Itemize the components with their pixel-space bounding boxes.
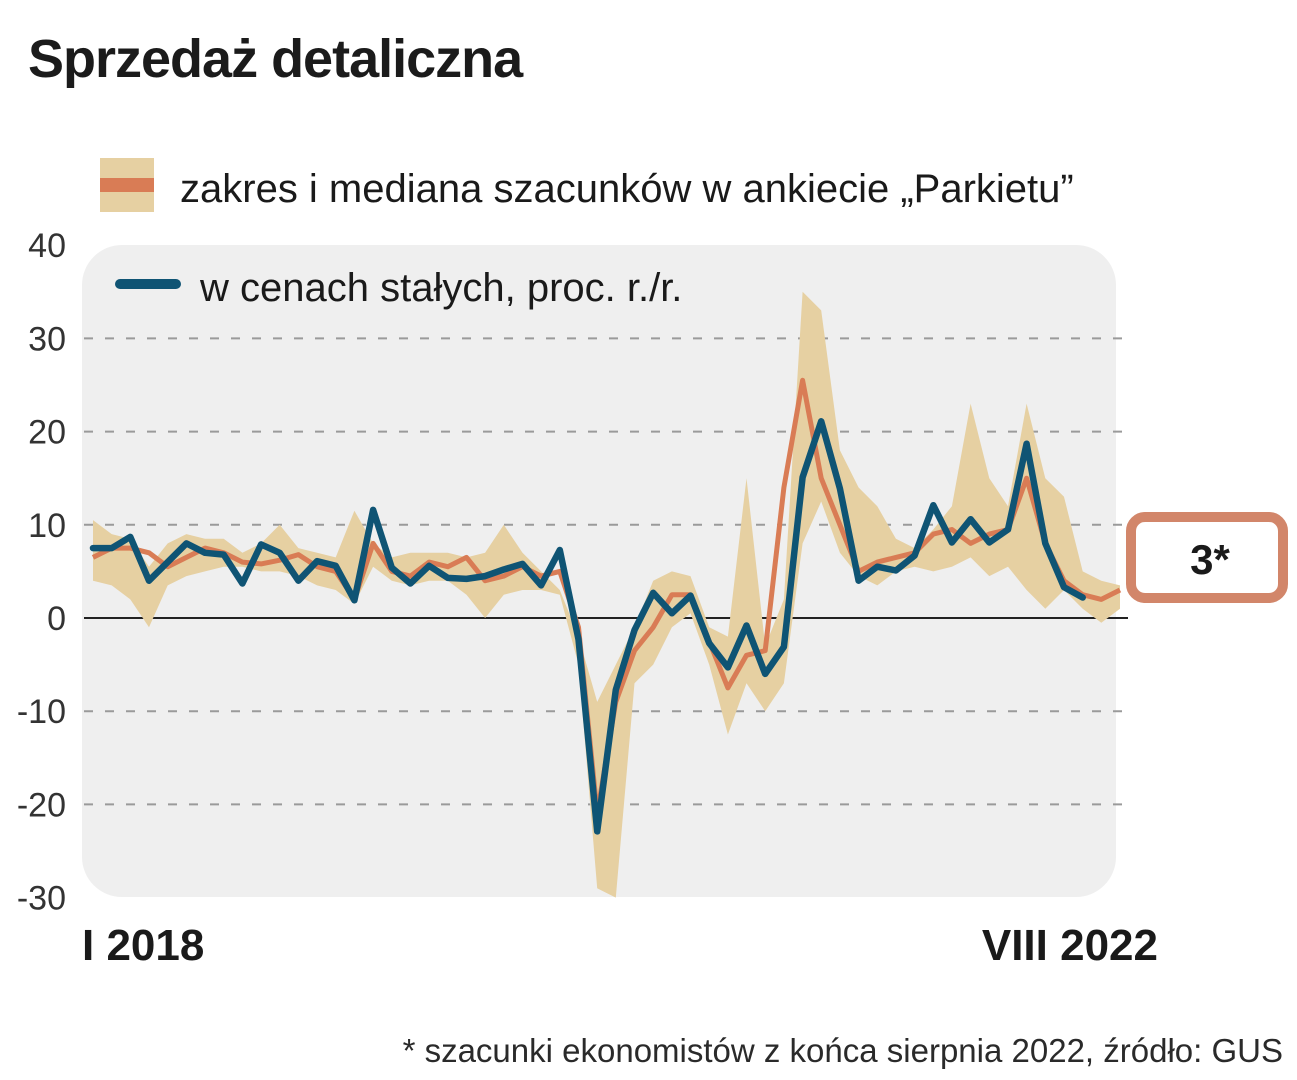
actual-point xyxy=(146,578,152,584)
actual-point xyxy=(818,418,824,424)
footnote-source: * szacunki ekonomistów z końca sierpnia … xyxy=(402,1032,1283,1069)
actual-point xyxy=(482,573,488,579)
x-start-label: I 2018 xyxy=(82,921,204,970)
y-tick-label: -20 xyxy=(17,786,66,824)
actual-point xyxy=(165,559,171,565)
forecast-callout: 3* xyxy=(1126,512,1288,603)
actual-point xyxy=(669,610,675,616)
actual-point xyxy=(781,644,787,650)
actual-point xyxy=(986,540,992,546)
actual-point xyxy=(706,640,712,646)
actual-point xyxy=(575,636,581,642)
actual-point xyxy=(501,567,507,573)
actual-point xyxy=(109,545,115,551)
actual-point xyxy=(407,581,413,587)
actual-point xyxy=(463,576,469,582)
y-axis-ticks: 40 30 20 10 0 -10 -20 -30 xyxy=(17,227,66,917)
actual-sales-line xyxy=(89,418,1086,835)
actual-point xyxy=(688,593,694,599)
x-end-label: VIII 2022 xyxy=(982,921,1158,970)
actual-point xyxy=(1061,584,1067,590)
chart-svg: 40 30 20 10 0 -10 -20 -30 zakres i mediana szac… xyxy=(17,158,1288,970)
actual-point xyxy=(594,828,600,834)
actual-point xyxy=(258,541,264,547)
y-tick-label: 40 xyxy=(28,227,66,265)
actual-point xyxy=(127,534,133,540)
actual-point xyxy=(1042,540,1048,546)
actual-point xyxy=(874,564,880,570)
actual-polyline xyxy=(89,418,1086,835)
chart-title: Sprzedaż detaliczna xyxy=(28,29,523,89)
legend-range-label: zakres i mediana szacunków w ankiecie „P… xyxy=(180,167,1074,211)
callout-value: 3* xyxy=(1190,536,1230,583)
actual-point xyxy=(762,671,768,677)
actual-point xyxy=(183,540,189,546)
actual-point xyxy=(893,567,899,573)
actual-point xyxy=(333,563,339,569)
y-tick-label: 10 xyxy=(28,507,66,545)
y-tick-label: -30 xyxy=(17,880,66,918)
actual-point xyxy=(202,550,208,556)
actual-point xyxy=(632,627,638,633)
actual-point xyxy=(1080,594,1086,600)
y-tick-label: 30 xyxy=(28,320,66,358)
legend-actual-label: w cenach stałych, proc. r./r. xyxy=(199,266,682,310)
actual-point xyxy=(856,578,862,584)
actual-point xyxy=(538,582,544,588)
y-tick-label: -10 xyxy=(17,693,66,731)
actual-point xyxy=(613,687,619,693)
actual-point xyxy=(1005,526,1011,532)
y-tick-label: 0 xyxy=(47,600,66,638)
actual-point xyxy=(800,474,806,480)
actual-point xyxy=(221,552,227,558)
actual-point xyxy=(426,563,432,569)
actual-point xyxy=(519,561,525,567)
legend: zakres i mediana szacunków w ankiecie „P… xyxy=(100,158,1074,310)
y-tick-label: 20 xyxy=(28,414,66,452)
actual-point xyxy=(930,502,936,508)
actual-point xyxy=(351,597,357,603)
actual-point xyxy=(949,540,955,546)
actual-point xyxy=(837,485,843,491)
actual-point xyxy=(239,581,245,587)
actual-point xyxy=(314,558,320,564)
legend-median-swatch xyxy=(100,178,154,192)
actual-point xyxy=(389,565,395,571)
actual-point xyxy=(968,516,974,522)
actual-point xyxy=(445,575,451,581)
plot-background xyxy=(82,245,1116,897)
actual-point xyxy=(295,578,301,584)
actual-point xyxy=(557,547,563,553)
actual-point xyxy=(912,553,918,559)
actual-point xyxy=(277,550,283,556)
actual-point xyxy=(370,507,376,513)
actual-point xyxy=(725,664,731,670)
actual-point xyxy=(90,545,96,551)
actual-point xyxy=(1024,441,1030,447)
actual-point xyxy=(650,590,656,596)
callout-box xyxy=(1126,512,1288,603)
actual-point xyxy=(744,622,750,628)
